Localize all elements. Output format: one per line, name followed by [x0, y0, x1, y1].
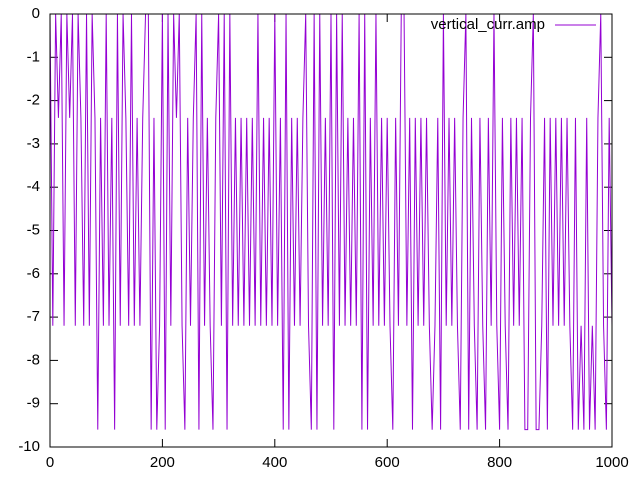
y-tick-label: -1 [27, 48, 40, 65]
y-tick-label: -2 [27, 92, 40, 109]
y-tick-label: 0 [32, 5, 40, 22]
plot-border [49, 13, 613, 448]
y-tick-label: -4 [27, 178, 40, 195]
y-tick-label: -8 [27, 351, 40, 368]
y-tick-label: -5 [27, 221, 40, 238]
x-tick-label: 0 [46, 454, 54, 471]
y-tick-label: -7 [27, 308, 40, 325]
y-tick-label: -10 [18, 438, 40, 455]
x-tick-label: 400 [262, 454, 287, 471]
y-tick-label: -3 [27, 135, 40, 152]
y-tick-label: -6 [27, 265, 40, 282]
x-tick-label: 200 [150, 454, 175, 471]
y-tick-label: -9 [27, 395, 40, 412]
x-tick-label: 800 [487, 454, 512, 471]
x-tick-label: 600 [375, 454, 400, 471]
legend-label: vertical_curr.amp [431, 16, 545, 33]
x-tick-label: 1000 [595, 454, 628, 471]
